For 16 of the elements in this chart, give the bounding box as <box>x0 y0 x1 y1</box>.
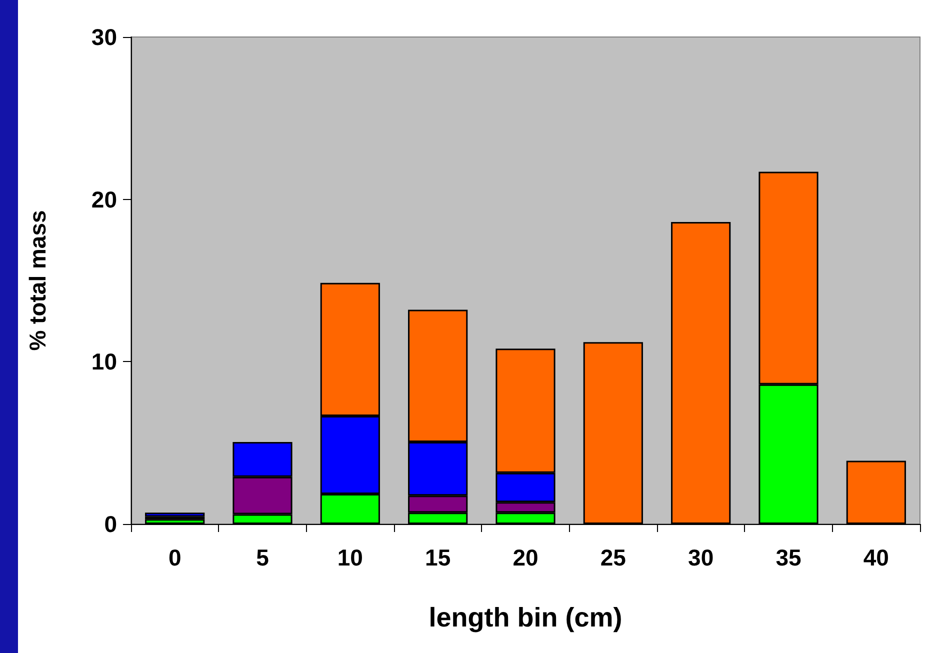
x-tick-label: 10 <box>337 544 363 570</box>
x-tick-label: 5 <box>256 544 270 570</box>
x-tick-label: 35 <box>776 544 802 570</box>
x-tick-label: 40 <box>863 544 889 570</box>
y-tick-label: 20 <box>91 186 117 212</box>
y-tick-label: 10 <box>91 348 117 375</box>
x-tick-label: 0 <box>168 544 182 570</box>
y-axis-title: % total mass <box>24 210 50 351</box>
x-tick-label: 25 <box>600 544 626 570</box>
x-tick-label: 15 <box>425 544 451 570</box>
x-axis-title: length bin (cm) <box>428 602 622 632</box>
y-tick-label: 0 <box>104 511 117 537</box>
x-tick-label: 30 <box>688 544 714 570</box>
bar <box>145 512 205 517</box>
x-tick-label: 20 <box>512 544 538 570</box>
y-tick-label: 30 <box>91 24 117 50</box>
